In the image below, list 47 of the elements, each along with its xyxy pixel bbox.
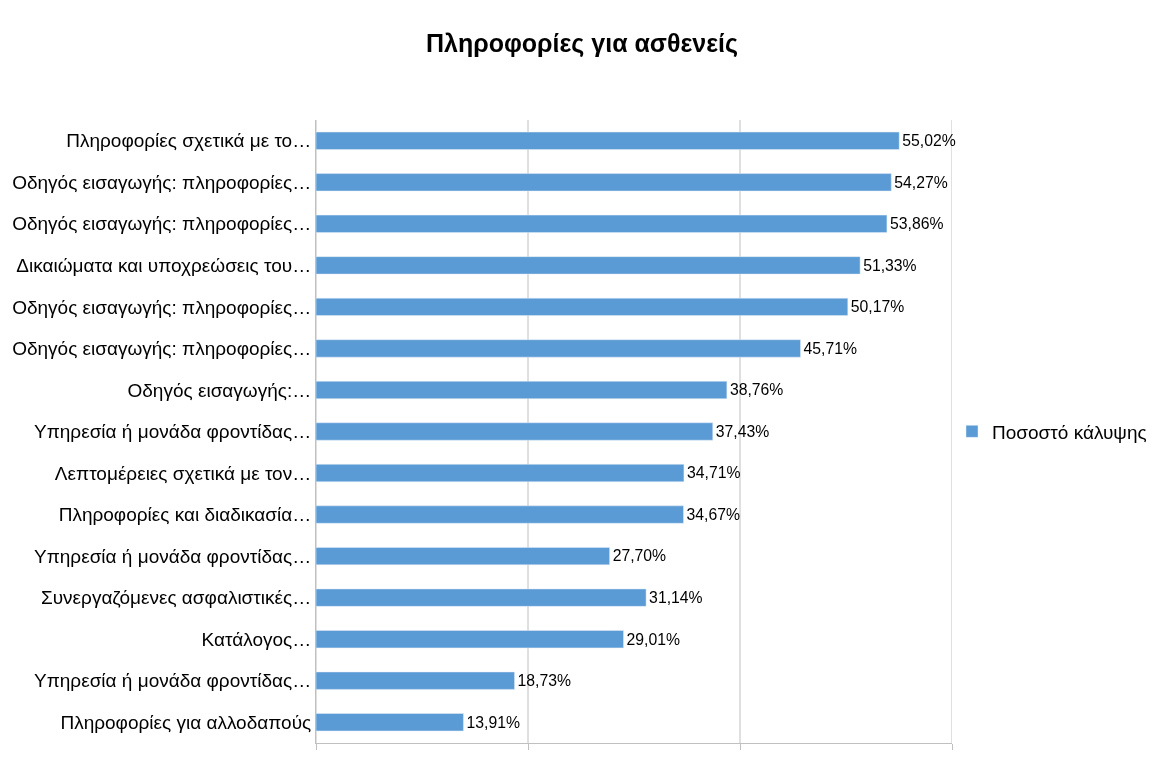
data-label: 50,17% <box>850 298 905 316</box>
y-tick-label: Οδηγός εισαγωγής: πληροφορίες… <box>12 296 312 318</box>
bar <box>316 131 900 150</box>
bar <box>316 297 849 316</box>
y-tick-label: Λεπτομέρειες σχετικά με τον… <box>54 462 312 484</box>
y-tick-label: Πληροφορίες σχετικά με το… <box>66 130 312 152</box>
data-label: 55,02% <box>902 132 956 150</box>
bar <box>316 422 714 441</box>
data-label: 34,67% <box>686 505 741 523</box>
y-tick-label: Οδηγός εισαγωγής:… <box>127 379 312 401</box>
y-tick-label: Πληροφορίες και διαδικασία… <box>58 504 312 526</box>
legend-label: Ποσοστό κάλυψης <box>992 421 1147 443</box>
bar <box>316 256 861 275</box>
data-label: 45,71% <box>803 339 858 357</box>
y-tick-label: Δικαιώματα και υποχρεώσεις του… <box>16 255 312 277</box>
bar <box>316 380 728 399</box>
bar <box>316 173 892 192</box>
data-label: 37,43% <box>715 422 770 440</box>
data-label: 31,14% <box>649 589 703 607</box>
bar <box>316 339 801 358</box>
bar <box>316 547 610 566</box>
chart-title: Πληροφορίες για ασθενείς <box>425 29 739 59</box>
data-label: 38,76% <box>729 381 784 399</box>
bar <box>316 505 684 524</box>
y-tick-label: Κατάλογος… <box>201 628 312 650</box>
y-tick-label: Υπηρεσία ή μονάδα φροντίδας… <box>34 545 312 567</box>
bar <box>316 630 624 649</box>
y-tick-label: Υπηρεσία ή μονάδα φροντίδας… <box>34 670 312 692</box>
data-label: 54,27% <box>894 173 948 191</box>
y-tick-label: Υπηρεσία ή μονάδα φροντίδας… <box>34 421 312 443</box>
data-label: 29,01% <box>626 630 681 648</box>
data-label: 51,33% <box>863 256 917 274</box>
bar <box>316 214 888 233</box>
y-tick-label: Συνεργαζόμενες ασφαλιστικές… <box>40 587 312 609</box>
y-tick-label: Πληροφορίες για αλλοδαπούς <box>60 711 312 733</box>
bar <box>316 588 647 607</box>
data-label: 34,71% <box>686 464 741 482</box>
bar <box>316 713 464 732</box>
data-label: 27,70% <box>612 547 667 565</box>
data-label: 13,91% <box>466 713 520 731</box>
y-tick-label: Οδηγός εισαγωγής: πληροφορίες… <box>12 171 312 193</box>
y-tick-label: Οδηγός εισαγωγής: πληροφορίες… <box>12 213 312 235</box>
bar <box>316 671 515 690</box>
y-tick-label: Οδηγός εισαγωγής: πληροφορίες… <box>12 338 312 360</box>
data-label: 53,86% <box>889 215 944 233</box>
data-label: 18,73% <box>517 672 572 690</box>
bar <box>316 464 685 483</box>
